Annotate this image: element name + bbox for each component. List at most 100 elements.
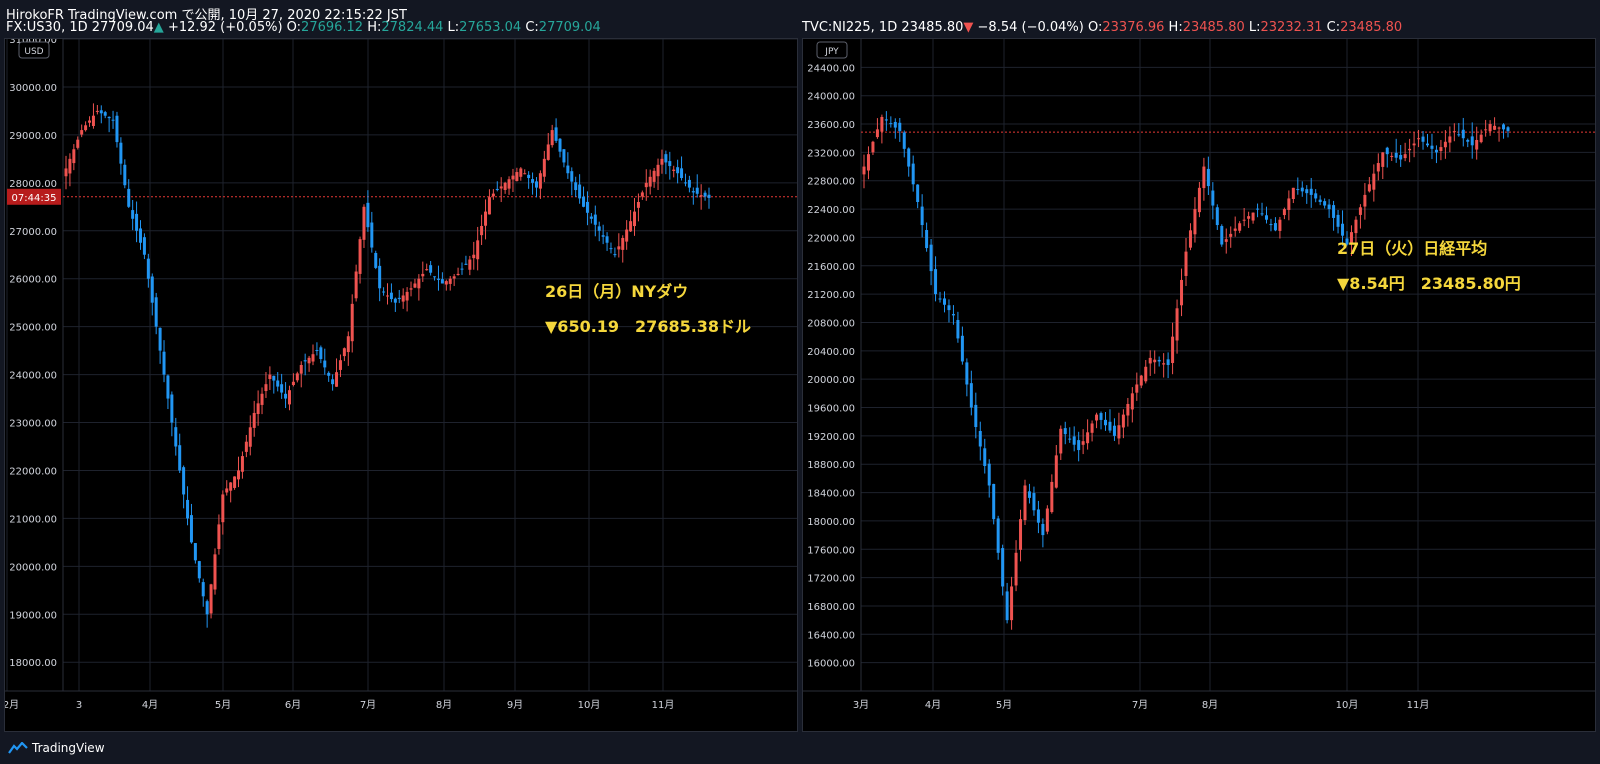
candle-body [1251, 212, 1255, 221]
x-tick-label: 10月 [578, 699, 601, 711]
candle-body [323, 360, 327, 368]
symbol-line-left: FX:US30, 1D 27709.04▲ +12.92 (+0.05%) O:… [6, 20, 601, 35]
candle-body [1197, 187, 1201, 213]
x-tick-label: 6月 [285, 699, 301, 711]
tradingview-logo[interactable]: TradingView [8, 741, 105, 755]
candle-body [186, 499, 190, 519]
y-tick-label: 18000.00 [9, 658, 57, 669]
candle-body [1372, 173, 1376, 190]
candle-body [538, 173, 542, 189]
candle-body [1054, 455, 1058, 488]
footer-bar: TradingView [0, 732, 1600, 764]
candle-body [601, 235, 605, 237]
candle-body [1497, 127, 1501, 129]
candle-body [1336, 214, 1340, 227]
grid [6, 39, 797, 691]
candle-body [1157, 359, 1161, 362]
candle-body [707, 194, 711, 198]
candle-body [1381, 152, 1385, 167]
candle-body [123, 164, 127, 186]
candle-body [127, 188, 131, 207]
y-tick-label: 23600.00 [807, 120, 855, 131]
y-tick-label: 18000.00 [807, 517, 855, 528]
y-tick-label: 27000.00 [9, 227, 57, 238]
candle-body [648, 176, 652, 187]
dow-chart[interactable]: 31000.0030000.0029000.0028000.0027000.00… [5, 39, 797, 731]
candle-body [64, 168, 68, 177]
candle-body [1385, 147, 1389, 155]
candle-body [225, 488, 229, 493]
dow-chart-panel[interactable]: 31000.0030000.0029000.0028000.0027000.00… [4, 38, 798, 732]
candle-body [119, 142, 123, 164]
candle-body [1099, 413, 1103, 420]
candle-body [996, 518, 1000, 553]
candle-body [523, 173, 527, 175]
candle-body [115, 115, 119, 143]
candle-body [911, 163, 915, 185]
candle-body [605, 236, 609, 243]
brand-label: TradingView [32, 741, 105, 755]
candle-body [1273, 223, 1277, 231]
candle-body [1117, 425, 1121, 439]
candle-body [350, 303, 354, 342]
symbol: FX:US30, 1D [6, 20, 88, 35]
candle-body [91, 115, 95, 127]
nikkei-chart[interactable]: 24400.00 24000.00 23600.00 23200.00 22800.00… [803, 39, 1595, 731]
y-tick-label: 16000.00 [807, 659, 855, 670]
y-tick-label: 19200.00 [807, 432, 855, 443]
candle-body [1466, 139, 1470, 142]
y-tick-label: 30000.00 [9, 83, 57, 94]
x-tick-label: 2月 [5, 699, 19, 711]
y-tick-label: 21600.00 [807, 262, 855, 273]
candle-body [178, 445, 182, 471]
candle-body [468, 259, 472, 270]
candle-body [382, 291, 386, 293]
x-tick-label: 8月 [436, 699, 452, 711]
candle-body [103, 112, 107, 116]
last-price: 27709.04 [91, 20, 154, 35]
candle-body [1126, 403, 1130, 416]
candle-body [1068, 438, 1072, 440]
candle-body [433, 276, 437, 278]
candle-body [287, 390, 291, 405]
candle-body [1162, 363, 1166, 365]
currency-badge-box [18, 41, 50, 59]
nikkei-chart-panel[interactable]: 24400.00 24000.00 23600.00 23200.00 22800.00… [802, 38, 1596, 732]
candle-body [656, 164, 660, 177]
candle-body [1327, 204, 1331, 210]
x-tick-label: 3月 [853, 699, 869, 711]
symbol: TVC:NI225, 1D [802, 20, 898, 35]
candle-body [213, 554, 217, 590]
candle-body [484, 211, 488, 226]
candle-body [425, 269, 429, 271]
candle-body [495, 188, 499, 191]
candle-body [284, 393, 288, 399]
candle-body [1193, 209, 1197, 235]
candle-body [1001, 548, 1005, 587]
candle-body [421, 273, 425, 277]
candle-body [1112, 425, 1116, 436]
candle-body [1050, 481, 1054, 513]
candle-body [1345, 238, 1349, 245]
candle-body [562, 149, 566, 163]
candle-body [476, 240, 480, 260]
candle-body [884, 119, 888, 121]
candle-body [920, 206, 924, 226]
candle-body [354, 271, 358, 299]
candle-body [182, 467, 186, 495]
candle-body [417, 278, 421, 289]
y-tick-label: 24000.00 [807, 92, 855, 103]
candle-body [335, 372, 339, 387]
candle-body [209, 584, 213, 614]
y-tick-label: 22800.00 [807, 177, 855, 188]
candle-body [1390, 155, 1394, 157]
candle-body [983, 448, 987, 466]
candle-body [1148, 357, 1152, 364]
candle-body [131, 210, 135, 219]
candle-body [1086, 432, 1090, 444]
candle-body [699, 195, 703, 197]
symbol-line-right: TVC:NI225, 1D 23485.80▼ −8.54 (−0.04%) O… [802, 20, 1403, 35]
candle-body [1023, 485, 1027, 521]
candle-body [1027, 491, 1031, 498]
y-tick-label: 20400.00 [807, 347, 855, 358]
